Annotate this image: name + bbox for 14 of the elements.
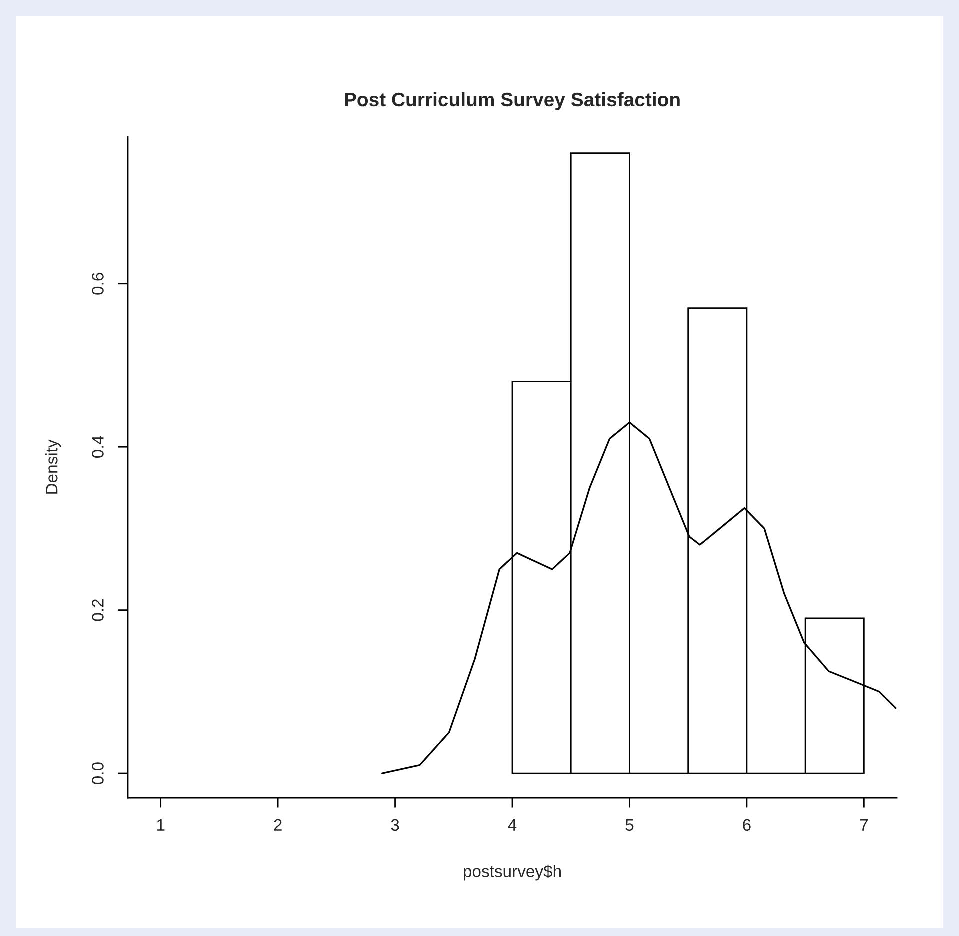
x-tick-label: 1 [157, 819, 165, 831]
x-tick-label: 6 [743, 819, 751, 832]
x-tick-label: 3 [391, 819, 400, 832]
x-tick-label: 5 [626, 819, 634, 832]
x-tick-label: 2 [274, 819, 282, 831]
x-axis-title: postsurvey$h [464, 864, 561, 881]
y-tick-label: 0.0 [92, 762, 104, 784]
x-tick-label: 7 [860, 819, 868, 831]
chart-title: Post Curriculum Survey Satisfaction [345, 92, 680, 110]
y-tick-label: 0.2 [92, 600, 104, 622]
y-tick-label: 0.6 [92, 273, 104, 295]
y-tick-label: 0.4 [92, 436, 104, 458]
y-axis-title: Density [46, 440, 62, 494]
x-tick-label: 4 [508, 819, 517, 831]
